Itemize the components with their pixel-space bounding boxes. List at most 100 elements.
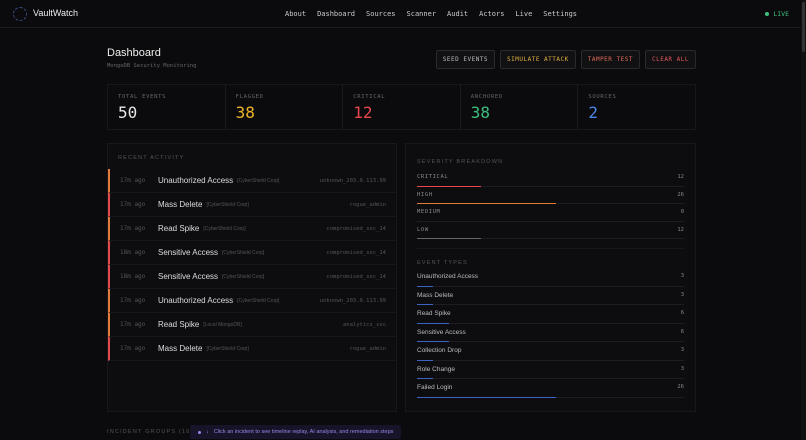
top-nav: VaultWatch About Dashboard Sources Scanner A… xyxy=(0,0,806,28)
event-type-label: Collection Drop xyxy=(417,347,462,354)
event-name: Unauthorized Access xyxy=(158,176,234,185)
nav-live[interactable]: Live xyxy=(515,10,533,18)
event-source: [CyberShield Corp] xyxy=(237,297,280,304)
event-types-title: EVENT TYPES xyxy=(417,260,468,266)
event-type-label: Unauthorized Access xyxy=(417,273,479,280)
clear-all-button[interactable]: CLEAR ALL xyxy=(644,50,696,69)
incident-hint: ↓ Click an incident to see timeline repla… xyxy=(190,425,402,439)
event-time: 17m ago xyxy=(120,225,146,232)
stats-row: TOTAL EVENTS 50 FLAGGED 38 CRITICAL 12 ANCHORE… xyxy=(107,84,696,130)
live-label: LIVE xyxy=(773,10,789,18)
simulate-attack-button[interactable]: SIMULATE ATTACK xyxy=(500,50,576,69)
event-type-row[interactable]: Unauthorized Access 3 xyxy=(417,268,684,287)
event-type-count: 6 xyxy=(680,310,684,316)
stat-label: TOTAL EVENTS xyxy=(118,94,167,100)
recent-activity-title: RECENT ACTIVITY xyxy=(118,155,185,161)
severity-count: 0 xyxy=(680,209,684,215)
app-name[interactable]: VaultWatch xyxy=(33,8,79,18)
event-type-count: 3 xyxy=(680,291,684,298)
event-time: 17m ago xyxy=(120,177,146,184)
activity-row[interactable]: 17m ago Read Spike [Local MongoDB] analytic… xyxy=(108,313,396,337)
event-time: 18m ago xyxy=(120,273,146,280)
activity-row[interactable]: 17m ago Unauthorized Access [CyberShield C… xyxy=(108,289,396,313)
stat-card: SOURCES 2 xyxy=(578,85,695,129)
activity-row[interactable]: 18m ago Sensitive Access [CyberShield Corp… xyxy=(108,241,396,265)
stat-value: 38 xyxy=(235,103,255,122)
logo-icon xyxy=(13,7,27,21)
event-type-row[interactable]: Role Change 3 xyxy=(417,361,684,379)
event-type-row[interactable]: Sensitive Access 6 xyxy=(417,324,684,342)
severity-title: SEVERITY BREAKDOWN xyxy=(417,159,504,165)
severity-bar-fill xyxy=(417,185,482,187)
live-dot-icon xyxy=(765,12,770,16)
severity-bar-fill xyxy=(417,238,482,239)
stat-card: FLAGGED 38 xyxy=(226,85,344,129)
event-source: [CyberShield Corp] xyxy=(206,201,249,208)
event-type-bar-fill xyxy=(417,285,434,287)
stat-label: FLAGGED xyxy=(235,94,264,100)
nav-dashboard[interactable]: Dashboard xyxy=(317,10,356,18)
event-type-row[interactable]: Collection Drop 3 xyxy=(417,342,684,361)
severity-label: LOW xyxy=(417,226,429,233)
event-type-label: Mass Delete xyxy=(417,291,454,299)
severity-label: MEDIUM xyxy=(417,209,441,215)
severity-count: 12 xyxy=(677,226,684,233)
severity-low: LOW 12 xyxy=(417,222,684,239)
tamper-test-button[interactable]: TAMPER TEST xyxy=(580,50,640,69)
seed-events-button[interactable]: SEED EVENTS xyxy=(435,50,496,69)
recent-activity-panel: RECENT ACTIVITY 17m ago Unauthorized Acce… xyxy=(107,143,397,412)
activity-row[interactable]: 17m ago Mass Delete [CyberShield Corp] rogu… xyxy=(108,193,396,217)
event-source: [Local MongoDB] xyxy=(203,321,242,328)
activity-row[interactable]: 17m ago Read Spike [CyberShield Corp] compr… xyxy=(108,217,396,241)
event-name: Mass Delete xyxy=(158,344,203,353)
event-type-count: 26 xyxy=(677,384,684,390)
event-type-count: 3 xyxy=(680,273,684,279)
stat-card: CRITICAL 12 xyxy=(343,85,461,129)
event-actor: compromised_svc_14 xyxy=(326,273,386,280)
severity-count: 26 xyxy=(677,191,684,198)
nav-scanner[interactable]: Scanner xyxy=(406,10,437,18)
activity-row[interactable]: 17m ago Mass Delete [CyberShield Corp] rogu… xyxy=(108,337,396,361)
event-type-count: 6 xyxy=(680,328,684,335)
event-type-label: Failed Login xyxy=(417,384,453,391)
event-name: Read Spike xyxy=(158,320,200,329)
activity-row[interactable]: 17m ago Unauthorized Access [CyberShield C… xyxy=(108,169,396,193)
severity-label: CRITICAL xyxy=(417,174,449,180)
nav-settings[interactable]: Settings xyxy=(543,10,577,18)
event-source: [CyberShield Corp] xyxy=(237,177,280,184)
event-type-row[interactable]: Mass Delete 3 xyxy=(417,287,684,305)
event-actor: compromised_svc_14 xyxy=(326,249,386,256)
nav-links: About Dashboard Sources Scanner Audit Actors L… xyxy=(285,10,577,18)
event-name: Read Spike xyxy=(158,224,200,233)
stat-value: 50 xyxy=(118,103,138,122)
activity-row[interactable]: 18m ago Sensitive Access [CyberShield Corp… xyxy=(108,265,396,289)
event-type-label: Role Change xyxy=(417,365,455,373)
event-actor: rogue_admin xyxy=(349,345,386,352)
hint-dot-icon xyxy=(198,430,201,434)
severity-label: HIGH xyxy=(417,191,433,198)
nav-sources[interactable]: Sources xyxy=(366,10,396,18)
hint-text: Click an incident to see timeline replay… xyxy=(213,429,394,435)
stat-card: TOTAL EVENTS 50 xyxy=(108,85,226,129)
event-actor: unknown_203.0.113.99 xyxy=(319,297,386,304)
severity-bar-fill xyxy=(417,203,556,204)
nav-about[interactable]: About xyxy=(285,10,307,18)
event-type-bar-fill xyxy=(417,359,434,361)
event-type-row[interactable]: Failed Login 26 xyxy=(417,379,684,398)
event-type-bar-fill xyxy=(417,322,450,324)
event-actor: unknown_203.0.113.99 xyxy=(319,177,386,184)
event-type-bar-fill xyxy=(417,378,434,379)
stat-value: 38 xyxy=(470,103,491,122)
nav-actors[interactable]: Actors xyxy=(479,10,505,18)
event-source: [CyberShield Corp] xyxy=(203,225,246,232)
event-name: Mass Delete xyxy=(158,200,203,209)
event-type-row[interactable]: Read Spike 6 xyxy=(417,305,684,324)
event-source: [CyberShield Corp] xyxy=(206,345,249,352)
stat-card: ANCHORED 38 xyxy=(461,85,579,129)
nav-audit[interactable]: Audit xyxy=(447,10,469,18)
severity-medium: MEDIUM 0 xyxy=(417,204,684,222)
live-indicator: LIVE xyxy=(765,10,789,18)
scrollbar[interactable] xyxy=(801,0,806,440)
severity-high: HIGH 26 xyxy=(417,187,684,204)
page-subtitle: MongoDB Security Monitoring xyxy=(107,63,197,69)
